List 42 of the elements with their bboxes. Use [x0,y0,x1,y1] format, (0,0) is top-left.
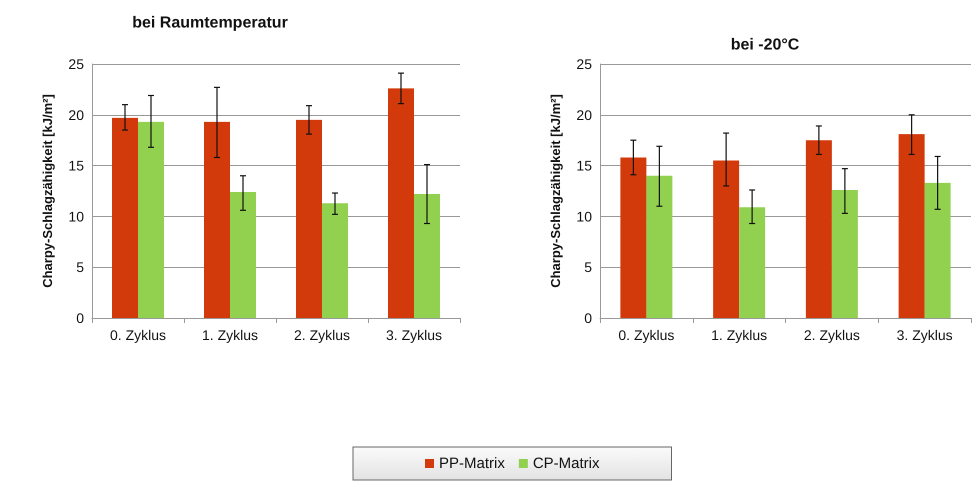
y-tick-label: 15 [68,158,84,174]
legend-label: PP-Matrix [439,455,506,472]
bar [898,134,925,318]
y-tick-label: 15 [576,158,592,174]
y-axis-title: Charpy-Schlagzähigkeit [kJ/m²] [548,94,563,288]
bar [620,157,646,318]
x-tick-label: 0. Zyklus [618,327,674,343]
legend-label: CP-Matrix [532,455,600,472]
bar [924,182,951,318]
y-tick-label: 0 [584,310,592,326]
x-tick-label: 3. Zyklus [386,327,442,343]
y-tick-label: 5 [76,259,84,276]
y-tick-label: 25 [68,56,84,72]
y-tick-label: 0 [76,310,84,326]
bar [739,207,766,318]
bar [713,160,740,318]
x-tick-label: 1. Zyklus [711,327,768,343]
bar [112,118,138,318]
x-tick-label: 0. Zyklus [110,327,166,343]
bar [414,194,440,318]
bar [832,190,858,318]
y-tick-label: 10 [576,208,592,224]
bar [388,88,414,318]
bar [230,192,256,318]
bar [646,176,672,318]
x-tick-label: 3. Zyklus [896,327,953,343]
y-tick-label: 10 [68,208,84,224]
chart-title: bei -20°C [730,36,800,54]
y-tick-label: 25 [576,56,592,72]
bar [296,120,322,318]
y-axis-title: Charpy-Schlagzähigkeit [kJ/m²] [40,94,55,288]
x-tick-label: 2. Zyklus [804,327,860,343]
bar [204,122,230,318]
y-tick-label: 20 [68,106,84,123]
bar [322,203,348,318]
chart-title: bei Raumtemperatur [132,14,288,32]
x-tick-label: 2. Zyklus [294,327,350,343]
x-tick-label: 1. Zyklus [202,327,258,343]
bar [806,140,832,318]
y-tick-label: 20 [576,106,592,123]
y-tick-label: 5 [584,259,592,276]
bar [138,122,164,318]
